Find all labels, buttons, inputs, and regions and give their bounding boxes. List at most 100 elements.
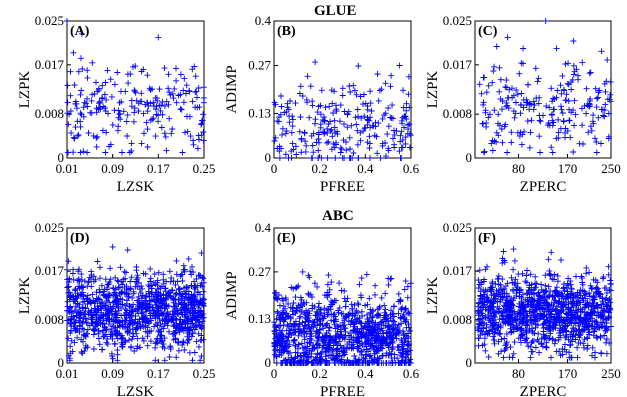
data-point [324,292,330,299]
data-point [349,313,356,319]
data-point [399,144,406,151]
data-point [65,121,72,128]
data-point [185,307,192,314]
data-point [590,120,597,127]
x-tick-label: 0.17 [147,366,170,381]
data-point [177,106,184,112]
data-point [292,143,299,150]
data-point [480,278,487,285]
data-point [373,312,380,319]
data-point [603,78,610,85]
data-point [497,298,504,305]
data-point [352,326,359,333]
data-point [351,87,358,94]
data-point [589,300,596,307]
data-point [289,140,296,147]
y-tick-label: 0.4 [255,13,272,28]
data-point [173,77,180,84]
panel-label: (C) [478,24,498,39]
data-point [179,278,186,284]
data-point [148,285,155,292]
data-point [498,126,505,132]
data-point [600,300,607,307]
data-point [593,302,600,309]
data-point [290,338,297,345]
data-point [574,291,581,298]
data-point [156,315,163,322]
data-point [175,310,182,317]
data-point [594,303,601,309]
data-point [277,316,284,323]
y-axis-label: LZPK [425,71,441,109]
data-point [598,48,605,55]
data-point [363,343,370,350]
data-point [523,335,529,342]
data-point [495,324,502,331]
data-point [124,133,131,139]
data-point [106,321,112,328]
data-point [92,298,99,305]
data-point [486,327,492,334]
data-point [356,315,363,321]
data-point [341,288,348,294]
data-point [165,85,172,92]
data-point [83,319,90,326]
data-point [603,339,609,346]
data-point [404,294,411,301]
data-point [88,110,95,117]
data-point [174,305,181,312]
data-point [182,290,189,297]
data-point [315,147,322,154]
data-point [515,324,521,331]
data-point [348,360,355,366]
data-point [536,94,543,101]
data-point [577,339,584,346]
data-point [535,330,542,337]
data-point [526,308,533,315]
data-point [580,141,586,147]
data-point [524,118,531,125]
data-point [124,329,131,336]
x-axis-label: ZPERC [520,384,567,397]
data-point [75,275,82,282]
data-point [282,343,289,350]
data-point [129,294,136,301]
data-point [313,354,320,361]
data-point [124,247,131,253]
data-point [143,294,150,301]
data-point [84,301,91,307]
data-point [603,294,610,301]
data-point [278,145,284,152]
data-point [607,78,614,85]
data-point [150,308,157,315]
y-tick-label: 0 [466,150,473,165]
data-point [319,356,326,363]
data-point [292,294,299,301]
data-point [606,314,613,321]
data-point [570,38,577,44]
data-point [197,273,204,279]
data-point [196,343,202,350]
data-point [286,327,293,334]
data-point [64,266,71,273]
data-point [607,277,614,284]
data-point [192,308,199,315]
data-point [370,347,377,354]
data-point [348,339,355,346]
data-point [147,87,154,93]
data-point [133,264,140,270]
data-point [552,321,559,328]
data-point [306,114,313,121]
x-tick-label: 0.17 [147,161,170,176]
data-point [495,350,502,357]
data-point [65,335,72,342]
data-point [579,105,585,112]
data-point [500,248,507,255]
data-point [507,315,514,322]
data-point [200,84,207,91]
data-point [382,306,389,313]
data-point [567,342,573,349]
data-point [527,271,534,278]
data-point [314,316,321,323]
